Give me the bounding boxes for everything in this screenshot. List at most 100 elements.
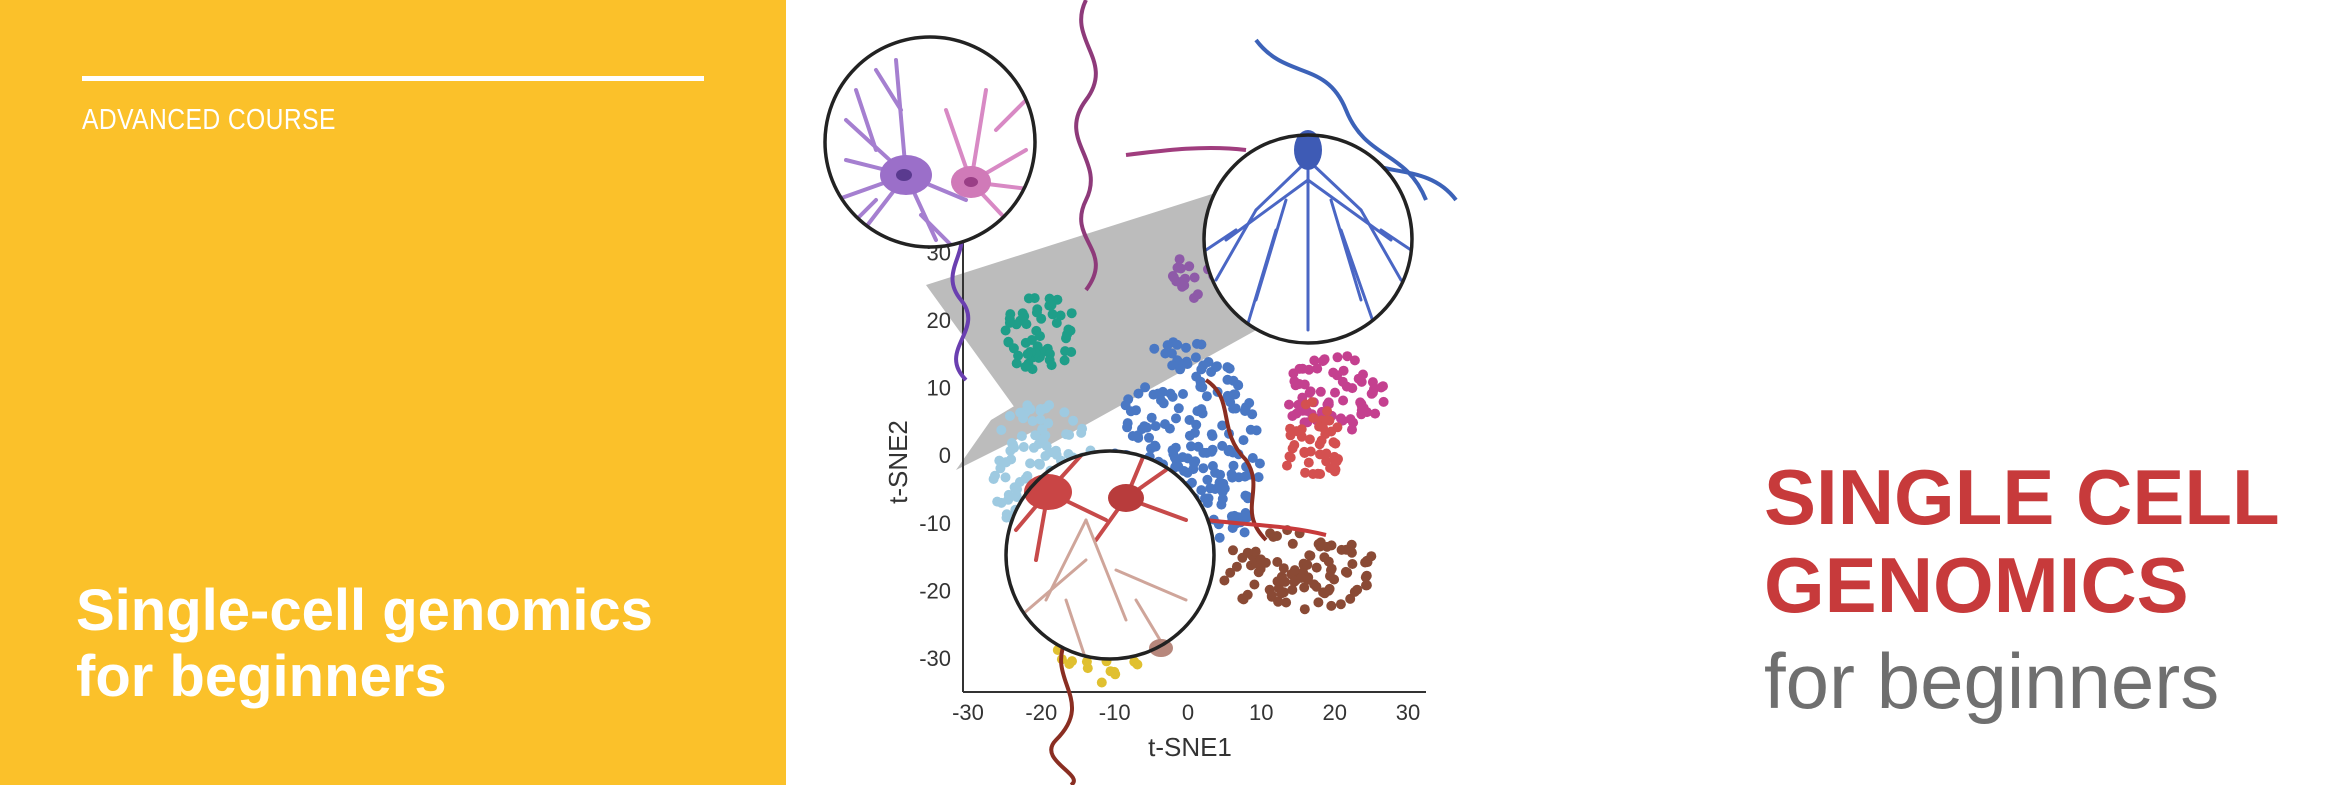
scatter-point [1222, 390, 1233, 401]
neuron-soma-blue-icon [1294, 130, 1322, 170]
x-tick-label: -10 [1099, 700, 1131, 725]
dna-strand-brown-icon [1049, 639, 1076, 787]
neuron-soma-red-icon [1024, 474, 1072, 510]
scatter-point [1023, 293, 1034, 304]
scatter-point [1047, 309, 1058, 320]
scatter-point [1037, 424, 1048, 435]
scatter-point [1296, 572, 1307, 583]
scatter-point [1289, 376, 1300, 387]
illustration-svg: -30 -20 -10 0 10 20 30 30 20 10 0 -10 -20 -30 t-SNE1… [823, 0, 2280, 787]
scatter-point [1150, 441, 1161, 452]
dna-strand-violet-icon [950, 218, 971, 382]
scatter-point [1305, 386, 1316, 397]
scatter-point [1012, 484, 1023, 495]
scatter-point [1066, 308, 1077, 319]
scatter-point [1167, 391, 1178, 402]
scatter-point [1276, 588, 1287, 599]
scatter-point [1030, 430, 1041, 441]
scatter-point [1022, 349, 1033, 360]
scatter-point [1174, 254, 1185, 265]
scatter-point [1260, 557, 1271, 568]
scatter-point [1287, 538, 1298, 549]
y-tick-label: -20 [919, 579, 951, 604]
scatter-point [1281, 597, 1292, 608]
dna-strand-blue-icon [1254, 38, 1428, 201]
scatter-point [1140, 382, 1151, 393]
x-tick-label: 0 [1182, 700, 1194, 725]
scatter-point [1006, 438, 1017, 448]
scatter-point [1018, 442, 1029, 452]
scatter-point [1284, 399, 1294, 410]
scatter-point [1196, 404, 1207, 415]
scatter-point [1342, 351, 1353, 362]
scatter-point [1321, 448, 1332, 459]
scatter-point [1062, 329, 1073, 340]
scatter-point [1356, 376, 1367, 387]
scatter-point [1335, 413, 1346, 424]
scatter-point [1330, 438, 1341, 449]
scatter-point [1216, 499, 1227, 510]
scatter-point [1011, 492, 1022, 503]
scatter-point [1287, 584, 1298, 595]
scatter-point [1303, 457, 1314, 468]
scatter-point [1198, 463, 1209, 474]
scatter-point [1245, 424, 1256, 435]
scatter-point [1212, 361, 1222, 372]
scatter-point [1347, 383, 1358, 394]
scatter-point [1004, 411, 1015, 421]
scatter-point [988, 474, 999, 484]
scatter-point [1059, 355, 1070, 366]
scatter-point [1338, 395, 1349, 406]
scatter-point [1149, 343, 1160, 354]
scatter-point [1175, 364, 1186, 375]
scatter-point [1001, 512, 1012, 523]
x-axis-ticks: -30 -20 -10 0 10 20 30 [952, 700, 1420, 725]
scatter-point [1293, 399, 1304, 410]
scatter-point [1198, 447, 1209, 458]
scatter-point [1026, 335, 1037, 345]
scatter-point [1190, 352, 1201, 363]
x-tick-label: 20 [1322, 700, 1346, 725]
scatter-point [1323, 556, 1334, 567]
scatter-point [1173, 403, 1184, 414]
scatter-point [1227, 472, 1238, 483]
scatter-point [1330, 456, 1341, 467]
scatter-point [1035, 414, 1046, 425]
scatter-point [1040, 451, 1051, 461]
scatter-point [1162, 340, 1173, 351]
scatter-point [1046, 360, 1057, 371]
scatter-point [1222, 362, 1233, 373]
scatter-point [1366, 388, 1377, 399]
scatter-point [1280, 576, 1291, 587]
scatter-point [1238, 435, 1249, 446]
scatter-point [1166, 348, 1177, 359]
scatter-point [1249, 579, 1260, 590]
scatter-point [1240, 406, 1250, 416]
scatter-point [1055, 310, 1066, 321]
y-tick-label: 20 [927, 308, 951, 333]
scatter-point [1021, 319, 1032, 330]
scatter-point [1224, 444, 1235, 455]
scatter-point [1230, 403, 1241, 414]
scatter-point [1181, 342, 1191, 353]
scatter-point [1186, 441, 1196, 452]
scatter-point [1378, 381, 1388, 392]
course-title-line1: Single-cell genomics [76, 578, 653, 643]
scatter-point [1340, 566, 1351, 577]
scatter-point [1207, 444, 1218, 455]
scatter-point [1326, 565, 1336, 576]
scatter-point [1287, 443, 1298, 454]
scatter-point [1203, 493, 1214, 504]
scatter-point [1314, 421, 1325, 432]
scatter-point [1025, 404, 1036, 415]
scatter-point [1179, 466, 1189, 476]
scatter-point [1202, 474, 1213, 485]
scatter-point [1150, 421, 1161, 432]
y-tick-label: 10 [927, 376, 951, 401]
scatter-point [1189, 427, 1200, 438]
scatter-point [1273, 596, 1284, 607]
scatter-point [1184, 261, 1195, 272]
scatter-point [1167, 360, 1178, 371]
scatter-point [1313, 597, 1324, 608]
